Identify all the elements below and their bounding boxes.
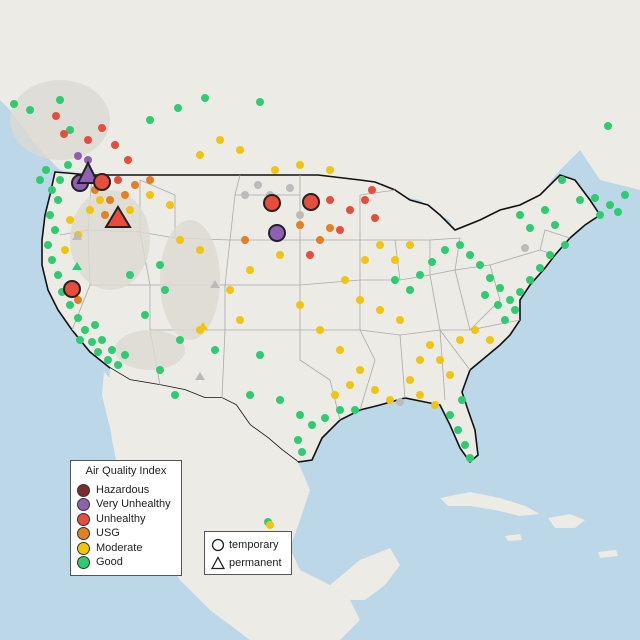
legend-item-good: Good <box>77 555 123 569</box>
legend-label: Good <box>96 556 123 568</box>
legend-item-permanent: permanent <box>211 556 282 570</box>
very-unhealthy-permanent-site <box>76 160 100 184</box>
triangle-icon <box>211 556 225 570</box>
usg-swatch <box>77 526 90 540</box>
legend-item-moderate: Moderate <box>77 541 142 555</box>
highlighted-sites <box>63 160 320 298</box>
hazardous-swatch <box>77 483 90 497</box>
sites-permanent-small <box>72 232 220 380</box>
legend-item-very-unhealthy: Very Unhealthy <box>77 497 171 511</box>
legend-label: temporary <box>229 539 279 551</box>
legend-title: Air Quality Index <box>85 465 167 477</box>
puerto-rico <box>598 550 618 558</box>
sites-no-data <box>241 181 529 406</box>
sites-usg <box>74 176 334 304</box>
yucatan <box>330 548 400 600</box>
unhealthy-temporary-site <box>93 173 111 191</box>
canada-land <box>0 0 640 230</box>
sites-unhealthy <box>52 112 379 259</box>
legend-label: Unhealthy <box>96 513 146 525</box>
very-unhealthy-temporary-site <box>268 224 286 242</box>
unhealthy-temporary-site <box>302 193 320 211</box>
unhealthy-temporary-site <box>263 194 281 212</box>
legend-label: Hazardous <box>96 484 150 496</box>
very-unhealthy-swatch <box>77 497 90 511</box>
hispaniola <box>548 514 585 528</box>
site-type-legend: temporary permanent <box>204 531 292 575</box>
legend-label: Moderate <box>96 542 143 554</box>
legend-label: USG <box>96 527 120 539</box>
cuba <box>440 492 540 516</box>
legend-item-unhealthy: Unhealthy <box>77 512 146 526</box>
unhealthy-temporary-site <box>63 280 81 298</box>
legend-label: Very Unhealthy <box>96 498 171 510</box>
aqi-legend: Air Quality Index Hazardous Very Unhealt… <box>70 460 182 576</box>
unhealthy-swatch <box>77 512 90 526</box>
legend-item-hazardous: Hazardous <box>77 483 149 497</box>
sites-very-unhealthy <box>74 152 92 164</box>
mexico-land <box>108 368 360 640</box>
circle-icon <box>211 538 225 552</box>
moderate-swatch <box>77 541 90 555</box>
jamaica <box>505 534 522 541</box>
legend-item-temporary: temporary <box>211 538 279 552</box>
legend-label: permanent <box>229 557 282 569</box>
legend-item-usg: USG <box>77 526 120 540</box>
good-swatch <box>77 555 90 569</box>
unhealthy-permanent-site <box>104 205 132 228</box>
